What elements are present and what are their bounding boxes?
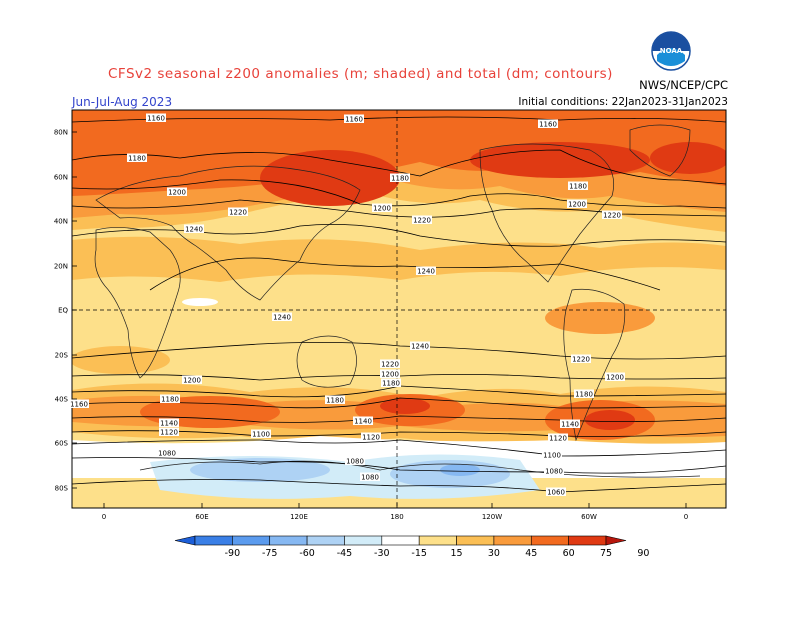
contour-label: 1240 — [273, 314, 291, 322]
lat-label: 80S — [55, 485, 69, 493]
colorbar-swatch — [493, 535, 532, 546]
colorbar-label: 15 — [450, 548, 462, 559]
colorbar-swatch — [194, 535, 233, 546]
colorbar-swatch — [232, 535, 271, 546]
colorbar-label: 60 — [563, 548, 575, 559]
contour-label: 1220 — [381, 361, 399, 369]
contour-label: 1140 — [354, 418, 372, 426]
contour-label: 1080 — [346, 458, 364, 466]
colorbar: -90 -75 -60 -45 -30 -15 15 30 45 60 75 90 — [174, 535, 649, 559]
colorbar-swatch — [381, 535, 420, 546]
lon-label: 0 — [684, 513, 688, 521]
noaa-logo-text: NOAA — [660, 47, 683, 55]
colorbar-right-arrow — [605, 535, 627, 546]
map-frame — [71, 109, 727, 509]
colorbar-swatch — [568, 535, 607, 546]
colorbar-label: -90 — [225, 548, 241, 559]
contour-label: 1180 — [326, 397, 344, 405]
longitude-labels: 0 60E 120E 180 120W 60W 0 — [102, 503, 688, 521]
lat-label: 60S — [55, 440, 69, 448]
lon-label: 0 — [102, 513, 106, 521]
contour-label: 1240 — [185, 226, 203, 234]
colorbar-label: 75 — [600, 548, 612, 559]
colorbar-swatch — [306, 535, 345, 546]
contour-label: 1180 — [575, 391, 593, 399]
map-title: CFSv2 seasonal z200 anomalies (m; shaded… — [108, 66, 613, 82]
contour-label: 1120 — [160, 429, 178, 437]
contour-label: 1180 — [382, 380, 400, 388]
contour-label: 1120 — [549, 435, 567, 443]
lat-label: 40S — [55, 396, 69, 404]
colorbar-swatch — [456, 535, 495, 546]
lat-label: 20S — [55, 352, 69, 360]
contour-label: 1220 — [413, 217, 431, 225]
contour-label: 1200 — [373, 205, 391, 213]
contour-label: 1060 — [547, 489, 565, 497]
initial-conditions: Initial conditions: 22Jan2023-31Jan2023 — [518, 96, 728, 108]
lon-label: 120E — [290, 513, 308, 521]
lat-label: 20N — [54, 263, 68, 271]
contour-label: 1160 — [539, 121, 557, 129]
contour-label: 1200 — [606, 374, 624, 382]
colorbar-label: -15 — [411, 548, 427, 559]
credit-text: NWS/NCEP/CPC — [639, 78, 728, 92]
contour-label: 1160 — [345, 116, 363, 124]
contour-label: 1080 — [158, 450, 176, 458]
anomaly-shading — [72, 110, 726, 508]
colorbar-swatch — [530, 535, 569, 546]
contour-label: 1180 — [128, 155, 146, 163]
latitude-labels: 80N 60N 40N 20N EQ 20S 40S 60S 80S — [54, 129, 77, 493]
colorbar-label: -75 — [262, 548, 278, 559]
contour-label: 1140 — [561, 421, 579, 429]
colorbar-label: -60 — [299, 548, 315, 559]
contour-label: 1200 — [168, 189, 186, 197]
contour-label: 1080 — [545, 468, 563, 476]
colorbar-label: 90 — [637, 548, 649, 559]
lon-label: 180 — [390, 513, 403, 521]
contour-label: 1200 — [568, 201, 586, 209]
coastlines — [94, 124, 701, 478]
contour-label: 1180 — [161, 396, 179, 404]
contour-label: 1100 — [543, 452, 561, 460]
lon-label: 120W — [482, 513, 502, 521]
contour-label: 1200 — [183, 377, 201, 385]
colorbar-left-arrow — [174, 535, 196, 546]
contour-label: 1120 — [362, 434, 380, 442]
contour-label: 1240 — [417, 268, 435, 276]
contour-label: 1180 — [391, 175, 409, 183]
colorbar-label: 30 — [488, 548, 500, 559]
contour-label: 1220 — [603, 212, 621, 220]
lat-label: 80N — [54, 129, 68, 137]
lat-label: 60N — [54, 174, 68, 182]
contour-label: 1100 — [252, 431, 270, 439]
contour-label: 1220 — [572, 356, 590, 364]
colorbar-swatch — [418, 535, 457, 546]
contour-label: 1140 — [160, 420, 178, 428]
colorbar-label: -30 — [374, 548, 390, 559]
colorbar-label: -45 — [337, 548, 353, 559]
contour-label: 1160 — [147, 115, 165, 123]
colorbar-swatch — [344, 535, 383, 546]
noaa-logo: NOAA — [651, 31, 691, 71]
contour-label: 1240 — [411, 343, 429, 351]
contour-label: 1160 — [70, 401, 88, 409]
lat-label: EQ — [58, 307, 68, 315]
contour-label: 1220 — [229, 209, 247, 217]
colorbar-swatch — [269, 535, 308, 546]
lon-label: 60E — [195, 513, 208, 521]
colorbar-label: 45 — [525, 548, 537, 559]
contour-label: 1180 — [569, 183, 587, 191]
lat-label: 40N — [54, 218, 68, 226]
lon-label: 60W — [581, 513, 597, 521]
contour-label: 1200 — [381, 371, 399, 379]
season-label: Jun-Jul-Aug 2023 — [72, 95, 173, 109]
contour-label: 1080 — [361, 474, 379, 482]
